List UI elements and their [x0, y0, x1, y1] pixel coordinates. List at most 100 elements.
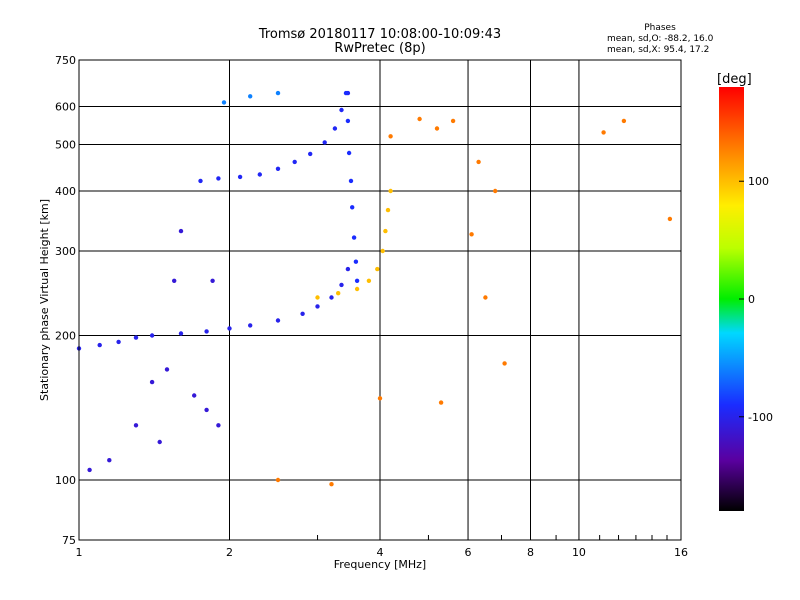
data-point — [351, 235, 357, 240]
data-point — [275, 318, 281, 323]
data-point — [133, 423, 139, 428]
data-point — [221, 100, 227, 105]
data-point — [192, 393, 197, 398]
data-point — [97, 342, 102, 348]
grid-lines — [79, 60, 681, 540]
chart-title: Tromsø 20180117 10:08:00-10:09:43 — [258, 27, 502, 42]
colorbar-tick-label: -100 — [748, 411, 773, 424]
axis-ticks: 1 2 4 6 8 10 16 75 100 200 300 400 500 600 750 — [55, 54, 688, 559]
data-point — [107, 458, 112, 463]
data-point — [275, 477, 281, 483]
data-point — [149, 333, 155, 338]
data-point — [377, 396, 383, 401]
x-tick-label: 6 — [465, 546, 472, 559]
y-tick-label: 400 — [55, 185, 76, 198]
colorbar-label: [deg] — [717, 72, 752, 87]
x-tick-label: 1 — [76, 546, 83, 559]
data-point — [149, 379, 155, 385]
data-point — [493, 188, 498, 194]
data-point — [300, 311, 305, 316]
data-point — [210, 278, 215, 283]
data-point — [375, 266, 380, 272]
data-point — [133, 335, 139, 340]
data-point — [248, 323, 253, 328]
y-tick-label: 75 — [62, 534, 76, 547]
phase-stats-o-mode: mean, sd,O: -88.2, 16.0 — [607, 34, 714, 44]
data-point — [354, 278, 360, 283]
y-tick-label: 500 — [55, 139, 76, 152]
x-tick-label: 8 — [527, 546, 534, 559]
data-point — [332, 126, 338, 131]
data-point — [248, 94, 253, 99]
data-point — [216, 423, 221, 428]
plot-frame — [78, 59, 682, 541]
x-tick-label: 16 — [674, 546, 688, 559]
data-points — [76, 90, 673, 487]
data-point — [388, 134, 393, 139]
data-point — [601, 130, 606, 135]
phase-stats-title: Phases — [644, 23, 676, 33]
colorbar-tick-label: 0 — [748, 293, 755, 306]
data-point — [385, 207, 391, 213]
y-tick-label: 750 — [55, 54, 76, 67]
data-point — [257, 172, 262, 177]
y-tick-label: 200 — [55, 330, 76, 343]
data-point — [417, 116, 422, 122]
y-tick-label: 100 — [55, 474, 76, 487]
y-axis-label: Stationary phase Virtual Height [km] — [38, 199, 51, 401]
y-tick-label: 600 — [55, 101, 76, 114]
data-point — [621, 118, 627, 124]
data-point — [346, 150, 352, 156]
data-point — [353, 259, 359, 264]
data-point — [275, 90, 281, 96]
data-point — [383, 228, 388, 234]
chart-subtitle: RwPretec (8p) — [334, 41, 426, 56]
phase-stats-x-mode: mean, sd,X: 95.4, 17.2 — [607, 45, 710, 55]
data-point — [345, 118, 351, 124]
data-point — [339, 107, 344, 113]
data-point — [450, 118, 456, 124]
data-point — [178, 228, 184, 234]
data-point — [329, 482, 334, 487]
data-point — [345, 266, 351, 272]
data-point — [329, 295, 334, 300]
data-point — [204, 407, 209, 413]
x-tick-label: 4 — [377, 546, 384, 559]
data-point — [336, 291, 341, 296]
data-point — [164, 367, 170, 372]
data-point — [216, 176, 221, 181]
data-point — [292, 159, 297, 165]
data-point — [502, 361, 507, 366]
data-point — [315, 304, 320, 309]
data-point — [343, 90, 349, 96]
data-point — [172, 278, 177, 283]
data-point — [322, 140, 327, 145]
data-point — [667, 216, 673, 222]
data-point — [434, 126, 440, 131]
data-point — [348, 178, 354, 184]
data-point — [157, 439, 162, 445]
data-point — [469, 232, 474, 237]
data-point — [366, 278, 372, 283]
data-point — [116, 339, 121, 345]
y-tick-label: 300 — [55, 245, 76, 258]
data-point — [315, 295, 320, 300]
x-tick-label: 10 — [572, 546, 586, 559]
data-point — [87, 467, 92, 473]
data-point — [388, 188, 393, 194]
data-point — [178, 331, 184, 336]
data-point — [483, 295, 488, 300]
data-point — [204, 329, 209, 334]
data-point — [339, 282, 344, 288]
data-point — [380, 248, 385, 254]
x-tick-label: 2 — [226, 546, 233, 559]
data-point — [237, 174, 243, 180]
colorbar-ticks: -100 0 100 — [739, 175, 773, 424]
data-point — [275, 166, 281, 171]
data-point — [308, 151, 313, 157]
x-axis-label: Frequency [MHz] — [334, 558, 426, 571]
data-point — [227, 326, 232, 331]
data-point — [350, 205, 355, 210]
data-point — [438, 400, 444, 405]
